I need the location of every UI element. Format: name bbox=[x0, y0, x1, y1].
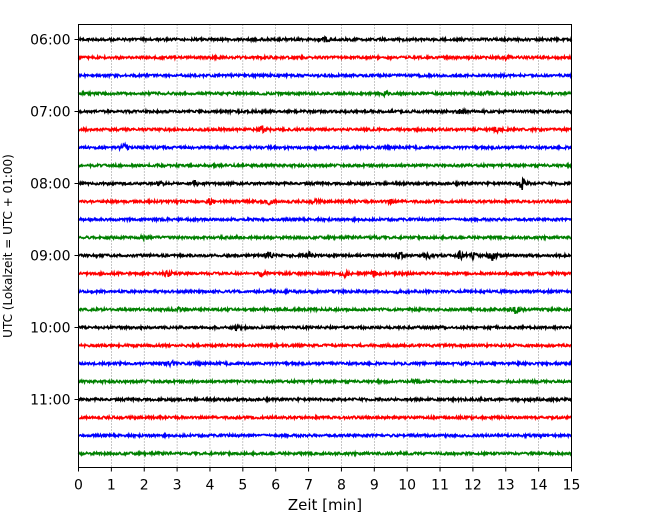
x-tick-label: 12 bbox=[464, 478, 482, 494]
trace-0730 bbox=[77, 141, 572, 153]
x-tick-label: 5 bbox=[238, 478, 247, 494]
trace-0845 bbox=[77, 232, 572, 243]
trace-1100 bbox=[78, 395, 572, 404]
y-tick-label: 07:00 bbox=[30, 105, 70, 121]
x-tick-label: 3 bbox=[173, 478, 182, 494]
y-axis-label: UTC (Lokalzeit = UTC + 01:00) bbox=[1, 154, 15, 338]
x-tick-label: 0 bbox=[74, 478, 83, 494]
y-tick-label: 08:00 bbox=[30, 177, 70, 193]
y-tick-label: 06:00 bbox=[30, 33, 70, 49]
trace-0930 bbox=[78, 287, 573, 296]
x-axis-label: Zeit [min] bbox=[288, 496, 362, 514]
trace-1145 bbox=[77, 449, 573, 458]
x-tick-label: 7 bbox=[304, 478, 313, 494]
x-axis: 0 1 2 3 4 5 6 7 8 9 10 11 12 13 14 15 bbox=[74, 467, 581, 494]
y-tick-label: 10:00 bbox=[30, 321, 70, 337]
trace-0915 bbox=[77, 268, 572, 280]
trace-0645 bbox=[77, 89, 573, 99]
trace-1045 bbox=[77, 377, 573, 386]
x-tick-label: 1 bbox=[107, 478, 116, 494]
trace-group bbox=[77, 35, 573, 458]
x-tick-label: 4 bbox=[206, 478, 215, 494]
trace-0815 bbox=[78, 197, 573, 207]
trace-0600 bbox=[78, 35, 573, 44]
y-tick-label: 11:00 bbox=[30, 393, 70, 409]
trace-0830 bbox=[77, 215, 573, 224]
x-tick-label: 6 bbox=[271, 478, 280, 494]
x-tick-label: 11 bbox=[431, 478, 449, 494]
trace-0900 bbox=[77, 250, 572, 262]
plot-frame bbox=[78, 24, 572, 468]
trace-1015 bbox=[78, 341, 572, 350]
trace-1000 bbox=[78, 323, 573, 332]
x-tick-label: 13 bbox=[497, 478, 515, 494]
y-axis: 06:00 07:00 08:00 09:00 10:00 11:00 bbox=[30, 33, 79, 409]
trace-0800 bbox=[78, 176, 573, 191]
x-tick-label: 9 bbox=[370, 478, 379, 494]
trace-0615 bbox=[77, 53, 572, 63]
y-tick-label: 09:00 bbox=[30, 249, 70, 265]
trace-0945 bbox=[78, 305, 573, 315]
trace-1030 bbox=[77, 359, 572, 369]
trace-1130 bbox=[77, 431, 573, 440]
x-tick-label: 2 bbox=[140, 478, 149, 494]
grid bbox=[111, 24, 539, 468]
trace-0715 bbox=[77, 125, 572, 135]
x-tick-label: 15 bbox=[563, 478, 581, 494]
trace-0700 bbox=[77, 106, 573, 116]
trace-0745 bbox=[78, 161, 573, 170]
x-tick-label: 10 bbox=[398, 478, 416, 494]
trace-1115 bbox=[78, 413, 573, 422]
trace-0630 bbox=[77, 71, 573, 80]
x-tick-label: 14 bbox=[530, 478, 548, 494]
x-tick-label: 8 bbox=[337, 478, 346, 494]
